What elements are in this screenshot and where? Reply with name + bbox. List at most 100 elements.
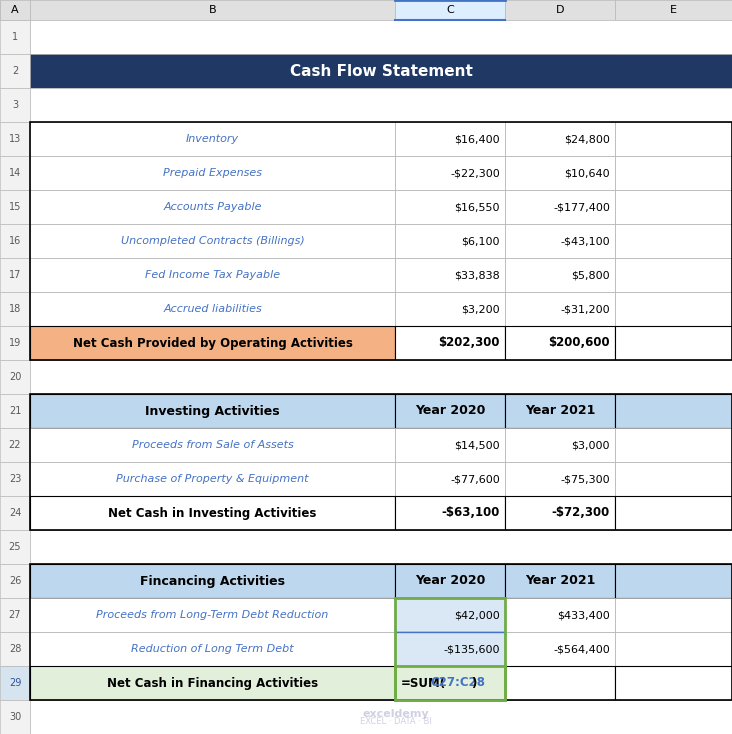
Text: $16,400: $16,400 [455,134,500,144]
Text: Investing Activities: Investing Activities [145,404,280,418]
Bar [505,598,615,632]
Text: C27:C28: C27:C28 [430,677,485,689]
Text: 19: 19 [9,338,21,348]
Text: 13: 13 [9,134,21,144]
Text: Cash Flow Statement: Cash Flow Statement [290,64,472,79]
Bar [395,326,505,360]
Text: 21: 21 [9,406,21,416]
Text: A: A [11,5,19,15]
Bar [30,564,732,700]
Bar [0,292,30,326]
Bar [30,190,395,224]
Bar [395,0,505,20]
Bar [0,394,30,428]
Text: E: E [670,5,677,15]
Text: Reduction of Long Term Debt: Reduction of Long Term Debt [131,644,294,654]
Text: C: C [446,5,454,15]
Bar [0,224,30,258]
Text: 14: 14 [9,168,21,178]
Bar [0,0,30,20]
Text: 22: 22 [9,440,21,450]
Text: -$135,600: -$135,600 [444,644,500,654]
Bar [615,258,732,292]
Bar [0,156,30,190]
Bar [615,326,732,360]
Text: $42,000: $42,000 [455,610,500,620]
Text: Net Cash in Investing Activities: Net Cash in Investing Activities [108,506,317,520]
Bar [505,122,615,156]
Bar [30,122,732,360]
Text: D: D [556,5,564,15]
Text: 25: 25 [9,542,21,552]
Bar [615,666,732,700]
Bar [615,156,732,190]
Bar [505,292,615,326]
Bar [0,530,30,564]
Bar [0,88,30,122]
Bar [615,496,732,530]
Bar [30,20,395,54]
Bar [505,666,615,700]
Bar [395,258,505,292]
Bar [505,632,615,666]
Text: -$43,100: -$43,100 [561,236,610,246]
Text: Fed Income Tax Payable: Fed Income Tax Payable [145,270,280,280]
Bar [0,700,30,734]
Bar [395,428,505,462]
Bar [0,0,732,20]
Bar [30,428,395,462]
Text: Year 2021: Year 2021 [525,404,595,418]
Text: $3,200: $3,200 [461,304,500,314]
Text: $33,838: $33,838 [455,270,500,280]
Text: 15: 15 [9,202,21,212]
Text: $3,000: $3,000 [572,440,610,450]
Text: Year 2021: Year 2021 [525,575,595,587]
Bar [615,632,732,666]
Bar [395,632,505,666]
Bar [505,564,615,598]
Text: -$31,200: -$31,200 [561,304,610,314]
Text: -$177,400: -$177,400 [553,202,610,212]
Text: $200,600: $200,600 [548,336,610,349]
Text: Proceeds from Long-Term Debt Reduction: Proceeds from Long-Term Debt Reduction [97,610,329,620]
Bar [0,122,30,156]
Text: exceldemy: exceldemy [362,709,429,719]
Bar [30,598,395,632]
Text: 30: 30 [9,712,21,722]
Text: -$77,600: -$77,600 [450,474,500,484]
Bar [30,462,395,496]
Bar [615,394,732,428]
Text: Year 2020: Year 2020 [415,575,485,587]
Text: Inventory: Inventory [186,134,239,144]
Text: Net Cash in Financing Activities: Net Cash in Financing Activities [107,677,318,689]
Text: 16: 16 [9,236,21,246]
Bar [395,564,505,598]
Text: Uncompleted Contracts (Billings): Uncompleted Contracts (Billings) [121,236,305,246]
Text: ): ) [471,677,476,689]
Bar [0,666,30,700]
Text: 28: 28 [9,644,21,654]
Bar [395,190,505,224]
Bar [30,632,395,666]
Text: $6,100: $6,100 [461,236,500,246]
Bar [615,598,732,632]
Bar [395,496,505,530]
Bar [30,88,732,122]
Text: $5,800: $5,800 [572,270,610,280]
Bar [505,156,615,190]
Bar [30,394,732,530]
Bar [505,0,615,20]
Bar [0,632,30,666]
Bar [505,326,615,360]
Text: -$75,300: -$75,300 [561,474,610,484]
Bar [0,20,30,54]
Text: 1: 1 [12,32,18,42]
Text: Prepaid Expenses: Prepaid Expenses [163,168,262,178]
Bar [0,428,30,462]
Text: $10,640: $10,640 [564,168,610,178]
Bar [395,292,505,326]
Bar [0,598,30,632]
Bar [0,54,30,88]
Bar [395,598,505,632]
Bar [395,122,505,156]
